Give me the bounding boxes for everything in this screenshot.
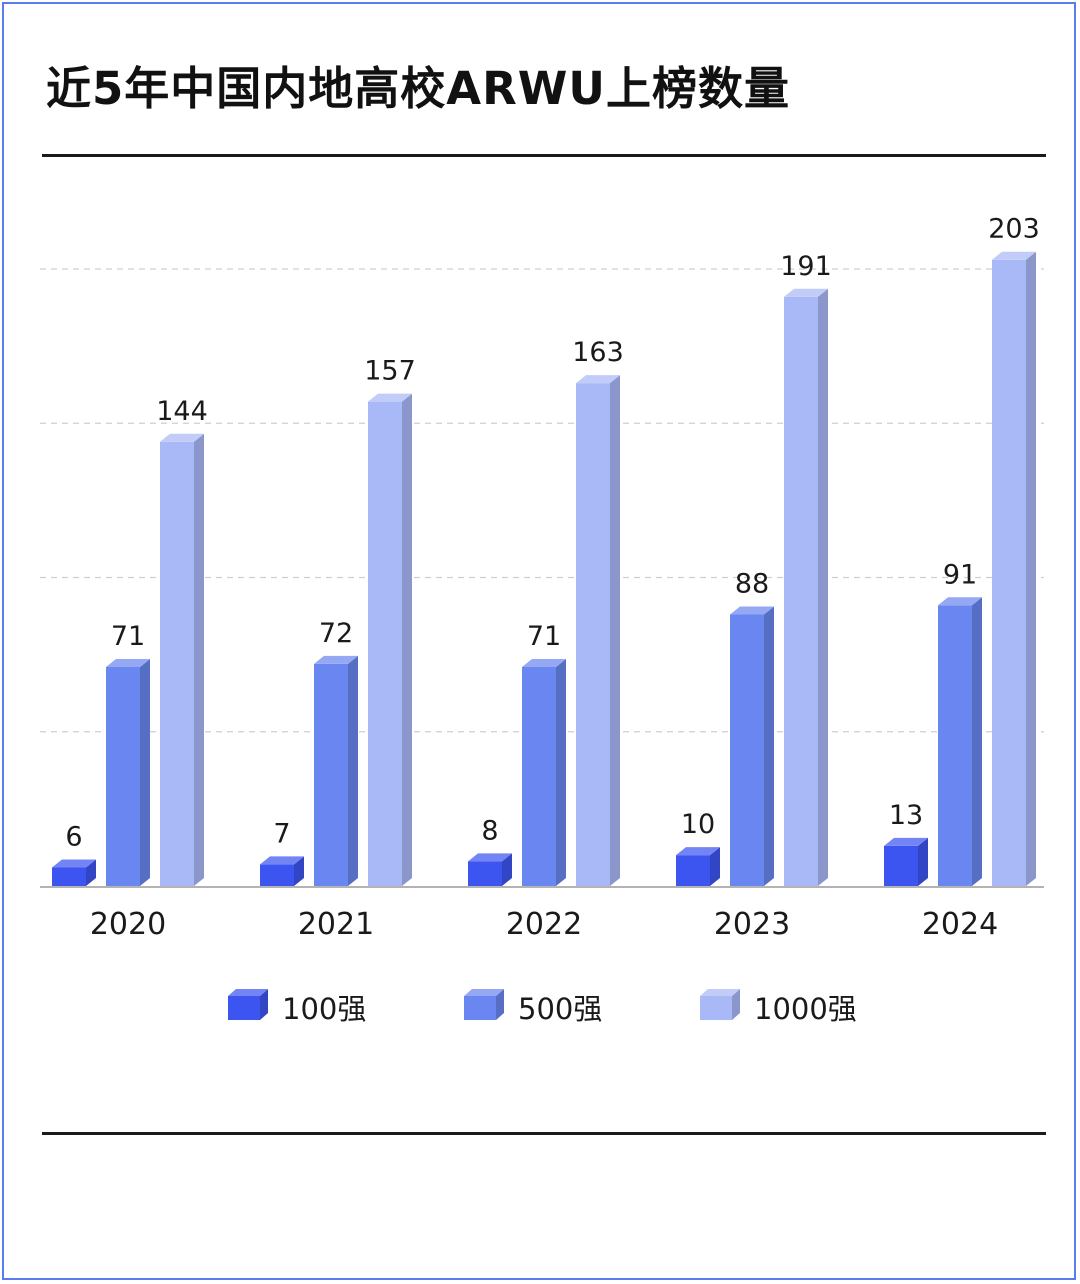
x-tick-label-2022: 2022 [506,907,582,942]
bar-top1000-2022 [576,375,620,886]
legend-swatch-top500 [464,989,504,1020]
bar-top500-2024 [938,597,982,886]
data-label-top100-2023: 10 [681,809,715,840]
legend-label-top1000: 1000强 [754,992,857,1026]
legend-swatch-top1000 [700,989,740,1020]
data-label-top1000-2022: 163 [572,337,624,368]
legend-label-top500: 500强 [518,992,603,1026]
legend-label-top100: 100强 [282,992,367,1026]
x-tick-label-2020: 2020 [90,907,166,942]
data-label-top100-2024: 13 [889,800,923,831]
data-label-top100-2022: 8 [481,815,498,846]
bar-top100-2020 [52,859,96,886]
bar-chart: 6 71 144 2020 7 72 157 2021 8 71 163 2022 10 88 191 202… [40,214,1044,942]
x-tick-label-2023: 2023 [714,907,790,942]
legend-swatch-top100 [228,989,268,1020]
x-tick-label-2024: 2024 [922,907,998,942]
title-divider [42,154,1046,157]
data-label-top100-2021: 7 [273,818,290,849]
bar-top100-2024 [884,837,928,886]
data-label-top500-2024: 91 [943,559,977,590]
bar-top1000-2023 [784,288,828,886]
data-label-top1000-2023: 191 [780,251,832,282]
bar-top100-2022 [468,853,512,886]
bar-top1000-2024 [992,251,1036,886]
data-label-top500-2020: 71 [111,621,145,652]
bar-top500-2021 [314,655,358,886]
footer-divider [42,1132,1046,1135]
data-label-top500-2022: 71 [527,621,561,652]
data-label-top100-2020: 6 [65,821,82,852]
data-label-top1000-2024: 203 [988,214,1040,245]
data-label-top1000-2020: 144 [156,396,208,427]
x-tick-label-2021: 2021 [298,907,374,942]
page-title: 近5年中国内地高校ARWU上榜数量 [46,62,790,115]
chart-legend: 100强 500强 1000强 [4,978,1080,1032]
data-label-top500-2021: 72 [319,618,353,649]
bar-top1000-2020 [160,433,204,886]
bar-top500-2020 [106,658,150,886]
data-label-top1000-2021: 157 [364,356,416,387]
bar-top500-2023 [730,606,774,886]
bar-top100-2021 [260,856,304,886]
bar-top500-2022 [522,658,566,886]
data-label-top500-2023: 88 [735,569,769,600]
bar-top1000-2021 [368,393,412,886]
bar-top100-2023 [676,847,720,886]
